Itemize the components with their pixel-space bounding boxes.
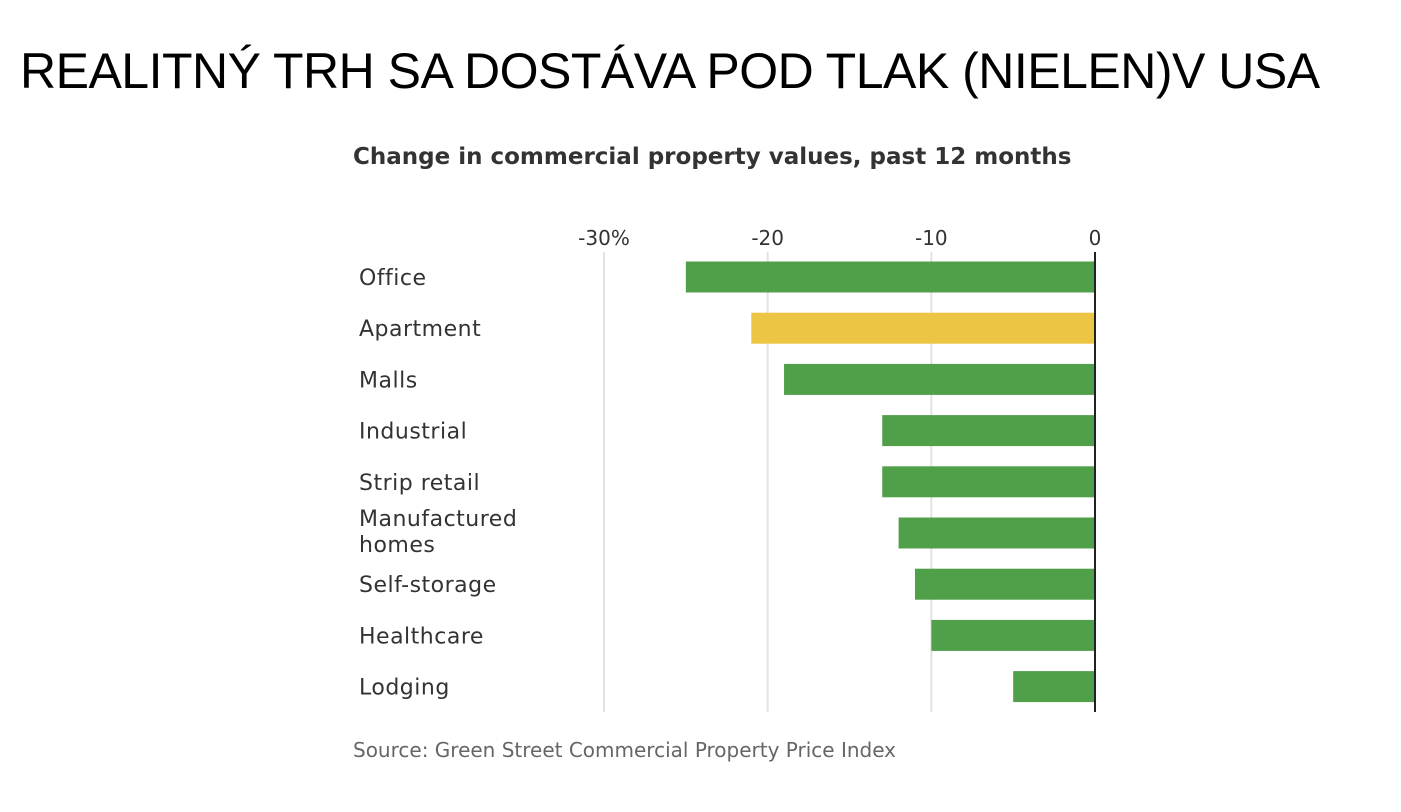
tick-label: 0 xyxy=(1089,226,1102,250)
chart-source: Source: Green Street Commercial Property… xyxy=(353,738,897,762)
category-label: Healthcare xyxy=(359,624,484,649)
bar-industrial xyxy=(882,415,1095,447)
category-label: Apartment xyxy=(359,317,481,342)
category-label: Office xyxy=(359,266,427,291)
category-label: Industrial xyxy=(359,420,467,445)
bar-office xyxy=(685,261,1095,293)
tick-label: -20 xyxy=(751,226,784,250)
chart-title: Change in commercial property values, pa… xyxy=(353,144,1072,170)
tick-label: -10 xyxy=(915,226,948,250)
category-label: Strip retail xyxy=(359,471,480,496)
bar-apartment xyxy=(751,312,1095,344)
bar-strip-retail xyxy=(882,466,1095,498)
category-label: Manufactured xyxy=(359,507,517,532)
bar-healthcare xyxy=(931,619,1095,651)
tick-label: -30% xyxy=(578,226,630,250)
category-label: Self-storage xyxy=(359,573,497,598)
category-label: Lodging xyxy=(359,676,450,701)
category-label: Malls xyxy=(359,368,418,393)
bar-malls xyxy=(784,363,1095,395)
slide-title: REALITNÝ TRH SA DOSTÁVA POD TLAK (NIELEN… xyxy=(20,43,1320,99)
bar-manufactured-homes xyxy=(898,517,1095,549)
bar-self-storage xyxy=(914,568,1095,600)
bar-lodging xyxy=(1013,671,1095,703)
category-label: homes xyxy=(359,533,435,558)
